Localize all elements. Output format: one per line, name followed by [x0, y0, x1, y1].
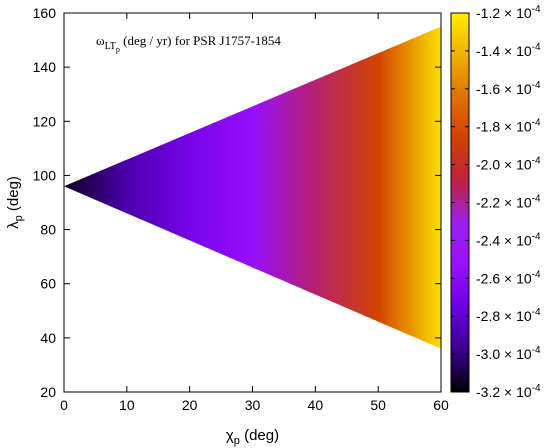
- colorbar-tick-label: -2.0 × 10-4: [476, 156, 541, 173]
- x-tick-label: 60: [433, 397, 449, 413]
- y-axis-ticks: 20 40 60 80 100 120 140 160: [33, 5, 441, 400]
- colorbar-tick-label: -2.6 × 10-4: [476, 269, 541, 286]
- x-axis-label: χp (deg): [226, 427, 279, 447]
- y-tick-label: 100: [33, 167, 57, 183]
- y-tick-label: 20: [40, 384, 56, 400]
- colorbar-tick-label: -3.0 × 10-4: [476, 345, 541, 362]
- annotation-text: ωLTp (deg / yr) for PSR J1757-1854: [96, 33, 281, 54]
- colorbar-tick-label: -3.2 × 10-4: [476, 383, 541, 400]
- x-tick-label: 50: [370, 397, 386, 413]
- colorbar-tick-label: -2.8 × 10-4: [476, 307, 541, 324]
- x-tick-label: 30: [245, 397, 261, 413]
- colorbar: -1.2 × 10-4 -1.4 × 10-4 -1.6 × 10-4 -1.8 × …: [450, 4, 541, 400]
- x-tick-label: 0: [60, 397, 68, 413]
- colorbar-tick-label: -2.4 × 10-4: [476, 231, 541, 248]
- colorbar-tick-label: -1.4 × 10-4: [476, 42, 541, 59]
- heatmap-region: [64, 26, 441, 349]
- x-tick-label: 10: [119, 397, 135, 413]
- colorbar-tick-label: -1.2 × 10-4: [476, 4, 541, 21]
- y-axis-label: λp (deg): [5, 176, 25, 229]
- x-tick-label: 40: [308, 397, 324, 413]
- y-tick-label: 120: [33, 113, 57, 129]
- y-tick-label: 140: [33, 59, 57, 75]
- y-tick-label: 40: [40, 330, 56, 346]
- plot-annotation: ωLTp (deg / yr) for PSR J1757-1854: [96, 33, 281, 54]
- y-tick-label: 80: [40, 222, 56, 238]
- plot-area: [64, 26, 441, 349]
- y-tick-label: 60: [40, 276, 56, 292]
- y-axis-title: λp (deg): [5, 176, 25, 229]
- colorbar-tick-label: -1.6 × 10-4: [476, 80, 541, 97]
- colorbar-tick-label: -2.2 × 10-4: [476, 194, 541, 211]
- y-tick-label: 160: [33, 5, 57, 21]
- x-axis-ticks: 0 10 20 30 40 50 60: [60, 13, 449, 413]
- x-tick-label: 20: [182, 397, 198, 413]
- colorbar-tick-label: -1.8 × 10-4: [476, 118, 541, 135]
- x-axis-title: χp (deg): [226, 427, 279, 447]
